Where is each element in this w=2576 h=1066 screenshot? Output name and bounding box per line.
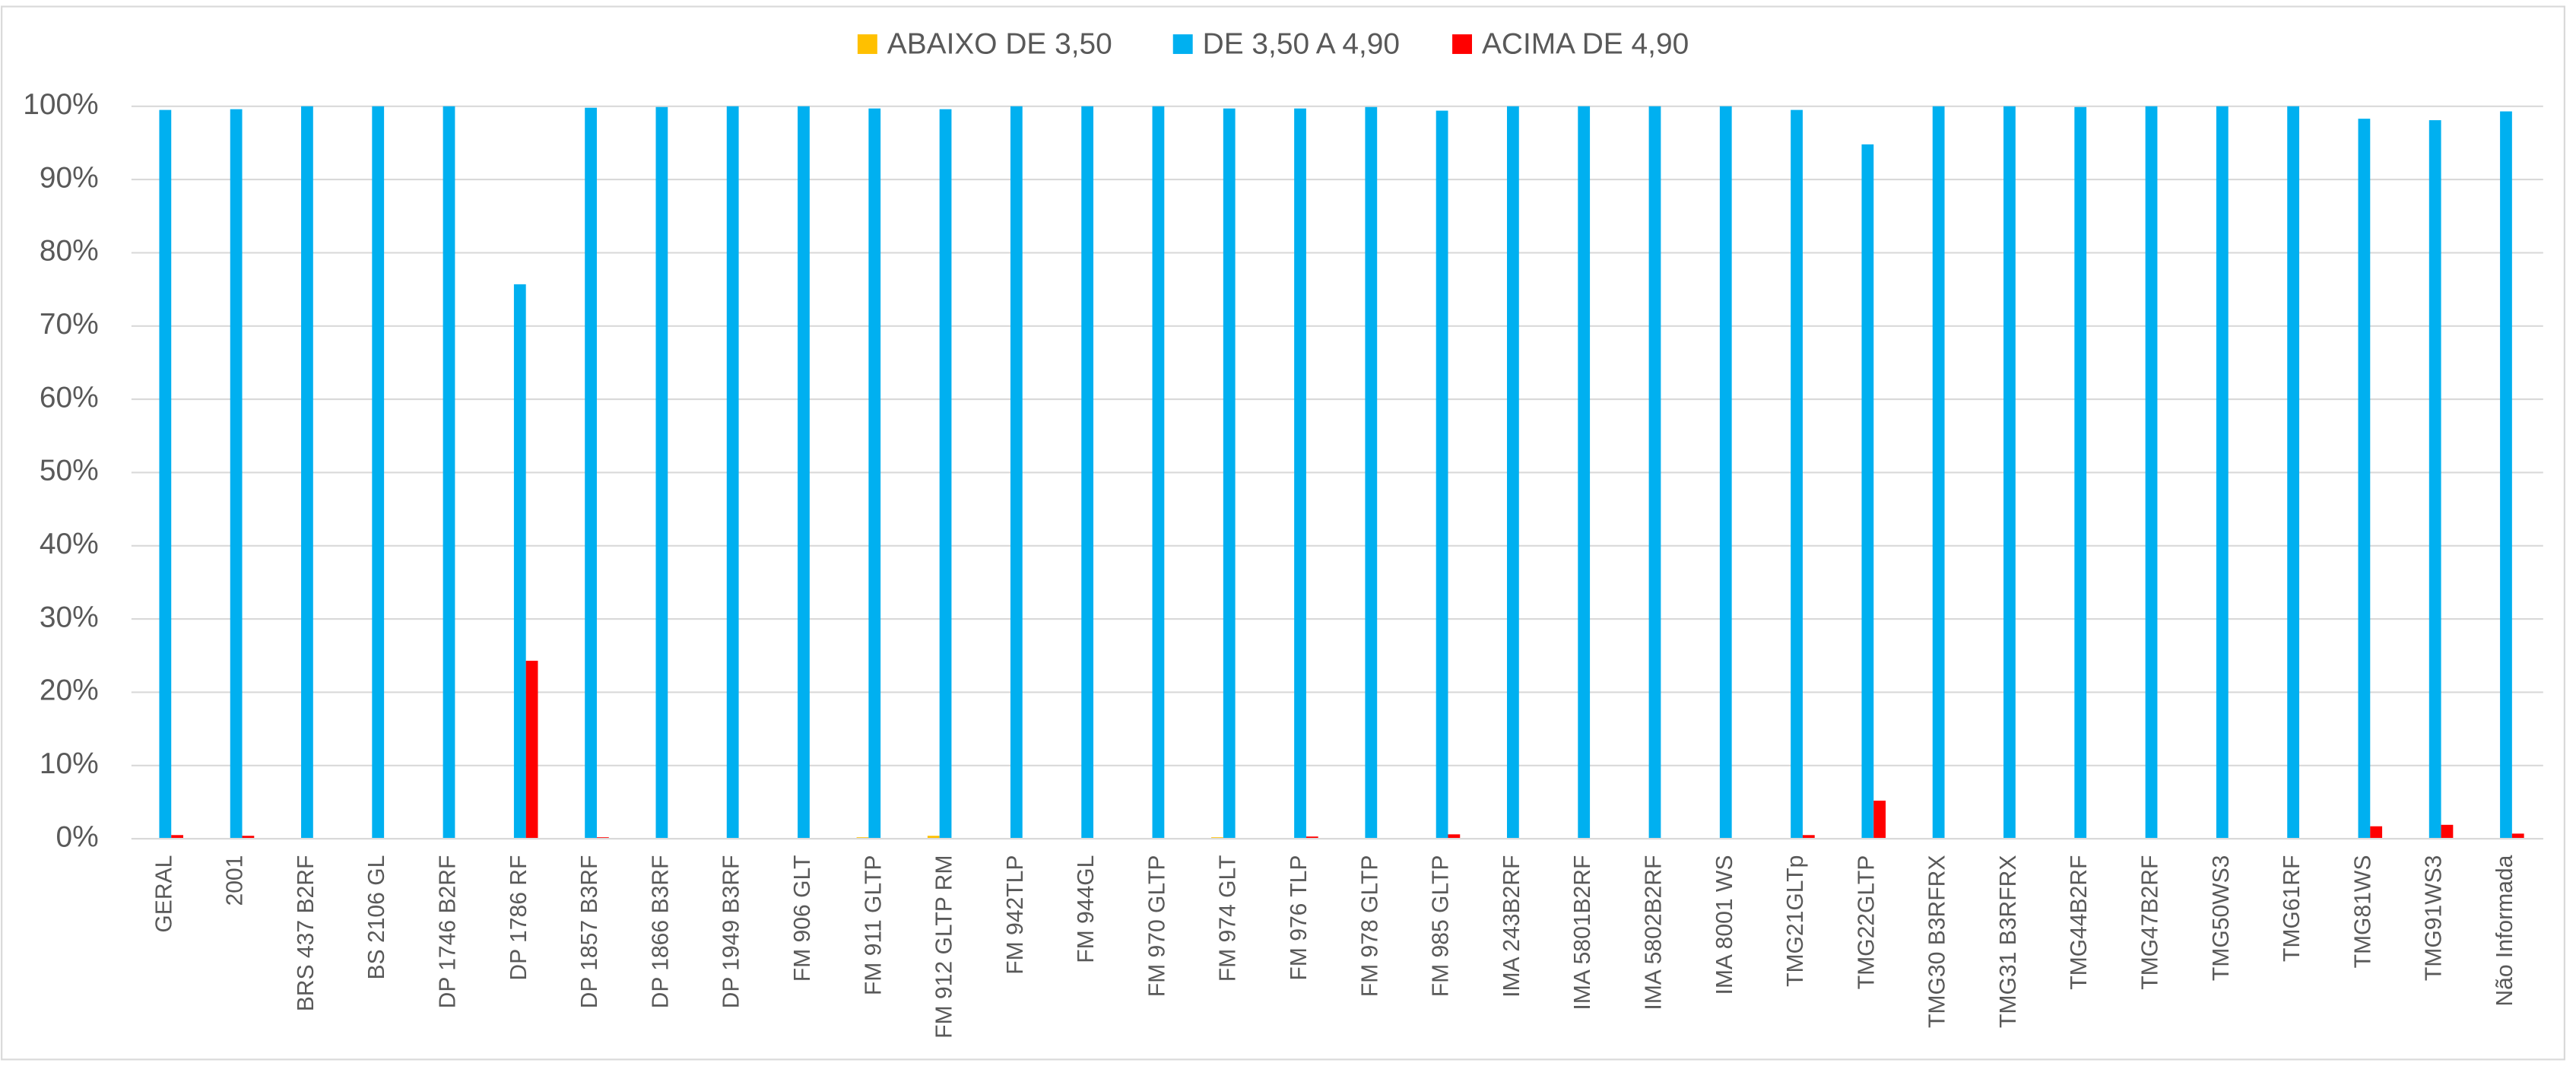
bar	[2287, 106, 2299, 839]
x-tick-label: IMA 243B2RF	[1499, 855, 1524, 998]
y-tick-label: 70%	[40, 308, 99, 341]
bar	[2500, 111, 2512, 839]
x-tick-label: TMG50WS3	[2209, 855, 2234, 981]
x-tick-label: FM 912 GLTP RM	[931, 855, 956, 1039]
x-tick-label: DP 1857 B3RF	[577, 855, 602, 1009]
x-tick-label: Não Informada	[2492, 855, 2517, 1006]
x-tick-label: DP 1746 B2RF	[435, 855, 460, 1009]
x-tick-label: TMG44B2RF	[2067, 855, 2092, 990]
x-tick-label: IMA 8001 WS	[1712, 855, 1737, 995]
bar	[798, 106, 810, 839]
bar	[2216, 106, 2229, 839]
bar	[2511, 833, 2524, 839]
x-tick-label: TMG30 B3RFRX	[1925, 855, 1950, 1028]
bar	[2145, 106, 2158, 839]
x-tick-label: TMG61RF	[2279, 855, 2305, 962]
bar	[1578, 106, 1591, 839]
bar	[2370, 826, 2383, 839]
bar	[1081, 106, 1094, 839]
bar	[1719, 106, 1732, 839]
x-tick-label: FM 985 GLTP	[1429, 855, 1454, 998]
bar	[1648, 106, 1661, 839]
y-tick-label: 20%	[40, 674, 99, 707]
bar	[655, 106, 668, 839]
bar	[1010, 106, 1023, 839]
bar	[372, 106, 385, 839]
bar	[159, 109, 172, 839]
y-tick-label: 0%	[56, 820, 98, 853]
bar	[1365, 106, 1378, 839]
legend-label: ACIMA DE 4,90	[1482, 28, 1689, 61]
bar	[513, 284, 526, 839]
legend-label: DE 3,50 A 4,90	[1203, 28, 1400, 61]
x-tick-label: BRS 437 B2RF	[293, 855, 319, 1012]
bar	[1507, 106, 1519, 839]
bar	[230, 109, 243, 839]
bar	[2428, 120, 2441, 839]
bar	[242, 836, 255, 839]
legend-swatch	[1172, 34, 1193, 54]
y-tick-label: 80%	[40, 235, 99, 268]
bar	[1802, 835, 1815, 839]
x-tick-label: FM 978 GLTP	[1357, 855, 1382, 998]
bar	[1294, 108, 1306, 839]
x-tick-label: FM 976 TLP	[1286, 855, 1312, 981]
bar	[1791, 109, 1803, 839]
y-tick-label: 100%	[23, 88, 98, 121]
bar	[1873, 801, 1886, 839]
x-tick-label: DP 1866 B3RF	[648, 855, 673, 1009]
x-tick-label: DP 1949 B3RF	[719, 855, 744, 1009]
y-tick-label: 10%	[40, 747, 99, 780]
bar	[1932, 106, 1945, 839]
y-tick-label: 40%	[40, 528, 99, 560]
x-tick-label: TMG21GLTp	[1783, 855, 1808, 987]
bar	[1152, 106, 1165, 839]
x-tick-label: TMG47B2RF	[2137, 855, 2162, 990]
bar	[525, 661, 538, 839]
x-tick-label: FM 911 GLTP	[861, 855, 886, 995]
x-tick-label: BS 2106 GL	[364, 855, 389, 980]
x-tick-label: TMG91WS3	[2422, 855, 2447, 981]
x-tick-label: IMA 5801B2RF	[1570, 855, 1595, 1010]
x-tick-label: IMA 5802B2RF	[1641, 855, 1666, 1010]
bar	[301, 106, 313, 839]
bar	[868, 108, 881, 839]
bar	[1861, 144, 1874, 839]
bar	[927, 836, 940, 839]
x-tick-label: FM 906 GLT	[790, 855, 815, 982]
x-tick-label: TMG31 B3RFRX	[1996, 855, 2021, 1028]
x-tick-label: GERAL	[151, 855, 176, 933]
y-tick-label: 60%	[40, 381, 99, 414]
x-tick-label: FM 944GL	[1074, 855, 1099, 963]
bar	[939, 109, 952, 839]
legend-label: ABAIXO DE 3,50	[887, 28, 1112, 61]
bar	[1223, 108, 1236, 839]
bar	[1305, 836, 1318, 839]
x-tick-label: FM 970 GLTP	[1144, 855, 1169, 998]
x-tick-label: FM 942TLP	[1003, 855, 1028, 975]
bar	[726, 106, 739, 839]
legend-swatch	[1452, 34, 1472, 54]
bar	[2003, 106, 2016, 839]
bar	[1436, 110, 1448, 839]
bar	[443, 106, 455, 839]
bar	[2074, 106, 2087, 839]
chart-border	[1, 5, 2565, 1061]
bar	[585, 107, 597, 839]
x-tick-label: TMG81WS	[2350, 855, 2375, 969]
bar	[1448, 834, 1461, 839]
x-tick-label: 2001	[223, 855, 248, 906]
bar	[2441, 824, 2454, 839]
bar	[2358, 119, 2371, 839]
y-tick-label: 90%	[40, 161, 99, 194]
legend-swatch	[857, 34, 877, 54]
x-tick-label: DP 1786 RF	[506, 855, 531, 981]
bar	[171, 835, 184, 839]
y-tick-label: 50%	[40, 455, 99, 487]
x-tick-label: FM 974 GLT	[1216, 855, 1241, 982]
y-tick-label: 30%	[40, 601, 99, 633]
x-tick-label: TMG22GLTP	[1854, 855, 1879, 990]
